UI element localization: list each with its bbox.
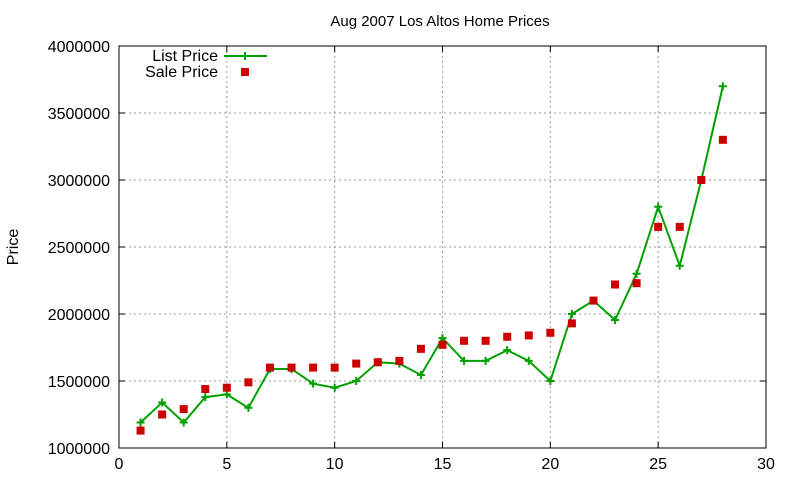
- list-price-point: [654, 202, 663, 211]
- sale-price-point: [373, 358, 382, 367]
- y-tick-label: 1000000: [48, 441, 110, 458]
- x-tick-label: 5: [222, 456, 231, 473]
- x-tick-label: 25: [649, 456, 667, 473]
- x-tick-label: 10: [326, 456, 344, 473]
- legend-label-list-price: List Price: [152, 48, 218, 65]
- x-tick-label: 15: [434, 456, 452, 473]
- y-tick-label: 3500000: [48, 106, 110, 123]
- x-tick-label: 30: [757, 456, 775, 473]
- sale-price-point: [179, 405, 188, 414]
- sale-price-point: [222, 383, 231, 392]
- y-tick-label: 1500000: [48, 374, 110, 391]
- chart-title: Aug 2007 Los Altos Home Prices: [330, 13, 549, 30]
- sale-price-point: [244, 378, 253, 387]
- sale-price-point: [309, 363, 318, 372]
- sale-price-point: [158, 410, 167, 419]
- sale-price-point: [481, 336, 490, 345]
- sale-price-point: [136, 426, 145, 435]
- sale-price-point: [697, 176, 706, 184]
- sale-price-point: [611, 280, 620, 289]
- legend-label-sale-price: Sale Price: [145, 64, 218, 81]
- grid: [119, 46, 766, 448]
- sale-price-point: [460, 336, 469, 345]
- list-price-point: [460, 356, 469, 365]
- sale-price-point: [675, 222, 684, 231]
- sale-price-point: [546, 328, 555, 337]
- x-tick-label: 20: [541, 456, 559, 473]
- list-price-point: [481, 356, 490, 365]
- list-price-point: [309, 379, 318, 388]
- y-tick-label: 4000000: [48, 39, 110, 56]
- y-axis-label: Price: [5, 229, 22, 266]
- series-layer: [136, 82, 727, 435]
- list-price-point: [244, 403, 253, 412]
- sale-price-point: [201, 385, 210, 394]
- sale-price-point: [352, 359, 361, 368]
- list-price-point: [201, 393, 210, 402]
- list-price-point: [179, 418, 188, 427]
- list-price-point: [330, 383, 339, 392]
- axis-ticks: 0 5 10 15 20 25 30 1000000 1500000 2000000 2500000…: [48, 39, 775, 473]
- sale-price-point: [567, 319, 576, 328]
- sale-price-point: [416, 344, 425, 353]
- list-price-point: [352, 377, 361, 385]
- sale-price-point: [589, 296, 598, 305]
- list-price-point: [567, 310, 576, 318]
- sale-price-point: [438, 340, 447, 349]
- list-price-point: [416, 370, 425, 379]
- sale-price-point: [654, 222, 663, 231]
- sale-price-point: [287, 363, 296, 372]
- sale-price-point: [524, 331, 533, 340]
- list-price-point: [222, 390, 231, 399]
- list-price-point: [158, 398, 167, 407]
- y-tick-label: 2500000: [48, 240, 110, 257]
- list-price-point: [718, 82, 727, 91]
- list-price-line: [139, 85, 724, 424]
- x-tick-label: 0: [115, 456, 124, 473]
- list-price-point: [136, 418, 145, 427]
- sale-price-point: [632, 279, 641, 288]
- sale-price-point: [265, 363, 274, 372]
- list-price-point: [524, 356, 533, 365]
- list-price-point: [632, 269, 641, 278]
- list-price-point: [503, 346, 512, 355]
- list-price-point: [675, 261, 684, 270]
- y-tick-label: 2000000: [48, 307, 110, 324]
- legend-marker-sale-price: [241, 68, 249, 76]
- sale-price-point: [718, 135, 727, 144]
- list-price-point: [611, 316, 620, 325]
- legend-marker-list-price: [241, 52, 249, 60]
- sale-price-point: [330, 363, 339, 372]
- list-price-point: [546, 377, 555, 385]
- sale-price-point: [395, 356, 404, 365]
- sale-price-point: [503, 332, 512, 341]
- list-price-point: [438, 334, 447, 343]
- y-tick-label: 3000000: [48, 173, 110, 190]
- legend: List Price Sale Price: [145, 48, 267, 81]
